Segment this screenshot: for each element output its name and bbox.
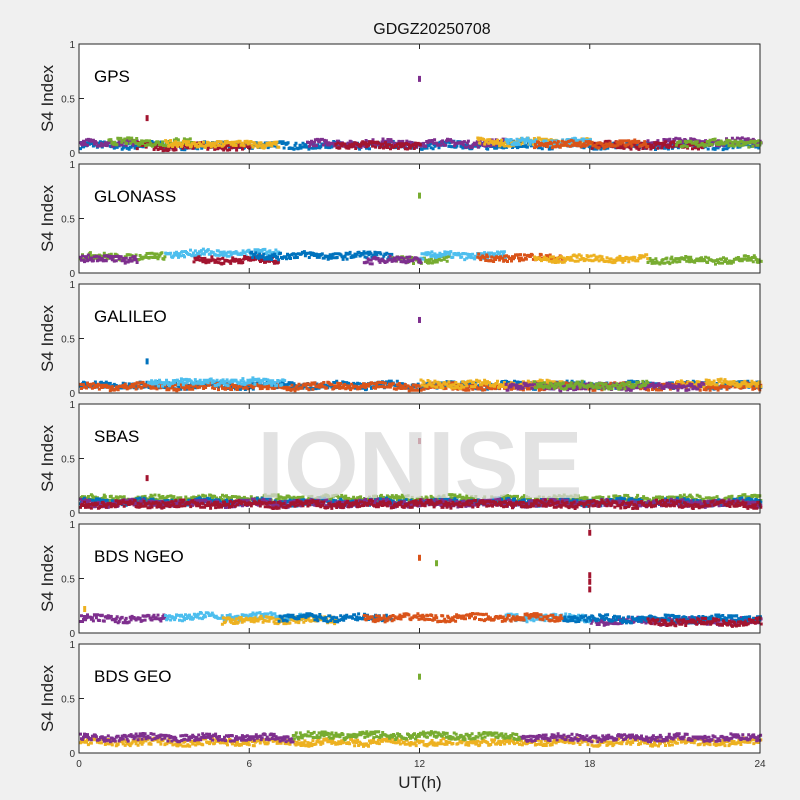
- panel-label: BDS GEO: [94, 667, 171, 686]
- series-3-segment-0: [249, 250, 394, 262]
- y-tick-label: 0.5: [61, 695, 75, 706]
- series-0-segment-0: [79, 251, 167, 263]
- outlier-point-0: [145, 115, 149, 122]
- y-tick-label: 0: [69, 149, 75, 160]
- y-axis-label: S4 Index: [38, 664, 57, 732]
- outlier-point-0: [145, 358, 149, 365]
- series-5-segment-0: [533, 253, 650, 265]
- panel-1: 0 0.5 1 GLONASS S4 Index: [38, 160, 763, 280]
- series-2-segment-0: [291, 730, 522, 742]
- y-tick-label: 0: [69, 269, 75, 280]
- y-tick-label: 0.5: [61, 575, 75, 586]
- series-3-segment-0: [79, 498, 763, 510]
- plot-area: [79, 284, 760, 393]
- series-6-segment-0: [79, 253, 139, 265]
- panel-label: BDS NGEO: [94, 547, 184, 566]
- y-tick-label: 0.5: [61, 215, 75, 226]
- y-tick-label: 0.5: [61, 335, 75, 346]
- y-axis-label: S4 Index: [38, 544, 57, 612]
- y-tick-label: 1: [69, 640, 75, 651]
- plot-area: [79, 404, 760, 513]
- series-1-segment-1: [518, 732, 763, 744]
- outlier-point-0: [418, 192, 421, 199]
- panel-5: 0 0.5 1 BDS GEO S4 Index: [38, 640, 763, 760]
- outlier-point-6: [588, 586, 592, 593]
- x-tick-label: 12: [414, 759, 426, 770]
- panel-label: GALILEO: [94, 307, 167, 326]
- series-6-segment-1: [362, 254, 423, 266]
- series-2-segment-0: [147, 376, 287, 388]
- y-tick-label: 0: [69, 749, 75, 760]
- y-tick-label: 1: [69, 400, 75, 411]
- panel-label: SBAS: [94, 427, 139, 446]
- y-tick-label: 0.5: [61, 455, 75, 466]
- outlier-point-0: [83, 606, 87, 613]
- outlier-point-1: [418, 75, 421, 82]
- panel-3: 0 0.5 1 SBAS S4 Index: [38, 400, 763, 520]
- y-tick-label: 0.5: [61, 95, 75, 106]
- series-6-segment-0: [533, 138, 650, 150]
- series-5-segment-0: [646, 616, 763, 628]
- panel-label: GPS: [94, 67, 130, 86]
- panel-0: 0 0.5 1 GPS S4 Index: [38, 40, 763, 160]
- y-tick-label: 0: [69, 389, 75, 400]
- y-tick-label: 1: [69, 520, 75, 531]
- outlier-point-1: [418, 316, 421, 323]
- y-axis-label: S4 Index: [38, 184, 57, 252]
- panel-2: 0 0.5 1 GALILEO S4 Index: [38, 280, 763, 400]
- y-tick-label: 0: [69, 509, 75, 520]
- x-tick-label: 6: [246, 759, 252, 770]
- panel-label: GLONASS: [94, 187, 176, 206]
- y-tick-label: 0: [69, 629, 75, 640]
- x-tick-label: 24: [754, 759, 766, 770]
- x-axis-label: UT(h): [398, 773, 441, 792]
- chart-title: GDGZ20250708: [373, 21, 491, 38]
- x-tick-label: 18: [584, 759, 596, 770]
- outlier-point-2: [435, 560, 439, 567]
- plot-area: [79, 44, 760, 153]
- series-3-segment-1: [674, 377, 763, 389]
- series-0-segment-0: [79, 613, 167, 625]
- outlier-point-3: [588, 529, 592, 536]
- y-tick-label: 1: [69, 280, 75, 291]
- outlier-point-5: [588, 578, 592, 585]
- series-1-segment-0: [79, 732, 295, 744]
- y-axis-label: S4 Index: [38, 304, 57, 372]
- outlier-point-1: [418, 554, 421, 561]
- x-tick-label: 0: [76, 759, 82, 770]
- y-tick-label: 1: [69, 160, 75, 171]
- series-2-segment-1: [334, 140, 422, 151]
- y-tick-label: 1: [69, 40, 75, 51]
- y-axis-label: S4 Index: [38, 64, 57, 132]
- panel-4: 0 0.5 1 BDS NGEO S4 Index: [38, 520, 763, 640]
- watermark: IONISE: [257, 412, 582, 519]
- y-axis-label: S4 Index: [38, 424, 57, 492]
- series-4-segment-0: [164, 139, 281, 150]
- outlier-point-4: [588, 572, 592, 579]
- series-3-segment-1: [674, 137, 763, 149]
- outlier-point-1: [418, 438, 421, 445]
- series-4-segment-0: [362, 612, 564, 624]
- outlier-point-0: [145, 475, 149, 482]
- series-0-segment-2: [646, 254, 763, 266]
- outlier-point-0: [418, 673, 421, 680]
- series-5-segment-0: [533, 379, 650, 391]
- series-1-segment-0: [164, 611, 309, 623]
